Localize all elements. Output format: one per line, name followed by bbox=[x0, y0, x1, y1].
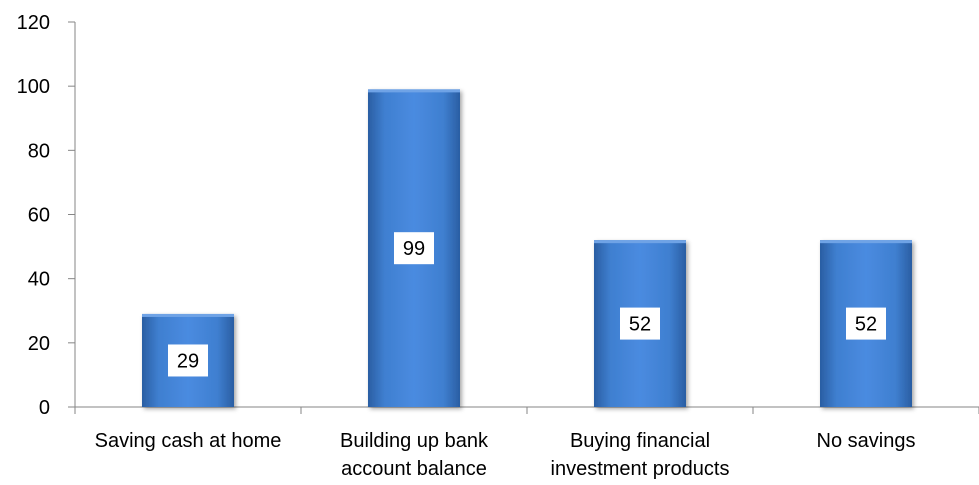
category-label: Buying financial investment products bbox=[551, 430, 730, 480]
category-label-line: No savings bbox=[817, 430, 916, 452]
data-label: 52 bbox=[629, 314, 651, 336]
category-label: Saving cash at home bbox=[95, 430, 282, 452]
bar-top-edge bbox=[594, 240, 686, 244]
data-label-box bbox=[620, 307, 660, 340]
y-tick-label: 60 bbox=[28, 205, 50, 227]
data-label: 99 bbox=[403, 238, 425, 260]
category-labels: Saving cash at home Building up bank accou… bbox=[95, 430, 916, 480]
y-tick-label: 120 bbox=[17, 12, 50, 34]
x-axis bbox=[74, 406, 979, 414]
category-label-line: account balance bbox=[341, 458, 487, 480]
category-label: Building up bank account balance bbox=[340, 430, 489, 480]
bar-top-edge bbox=[368, 89, 460, 93]
y-tick-label: 40 bbox=[28, 269, 50, 291]
category-label-line: Saving cash at home bbox=[95, 430, 282, 452]
bar-top-edge bbox=[820, 240, 912, 244]
category-label-line: Buying financial bbox=[570, 430, 710, 452]
category-label-line: Building up bank bbox=[340, 430, 489, 452]
y-tick-label: 20 bbox=[28, 333, 50, 355]
data-labels: 29 99 52 52 bbox=[168, 232, 886, 377]
bar-top-edge bbox=[142, 313, 234, 317]
category-label: No savings bbox=[817, 430, 916, 452]
y-tick-label: 100 bbox=[17, 76, 50, 98]
data-label: 29 bbox=[177, 350, 199, 372]
bars bbox=[142, 89, 912, 407]
y-axis: 0 20 40 60 80 100 120 bbox=[17, 12, 76, 419]
data-label-box bbox=[846, 307, 886, 340]
data-label: 52 bbox=[855, 314, 877, 336]
category-label-line: investment products bbox=[551, 458, 730, 480]
y-tick-label: 0 bbox=[39, 397, 50, 419]
data-label-box bbox=[168, 344, 208, 377]
data-label-box bbox=[394, 232, 434, 265]
y-tick-label: 80 bbox=[28, 140, 50, 162]
